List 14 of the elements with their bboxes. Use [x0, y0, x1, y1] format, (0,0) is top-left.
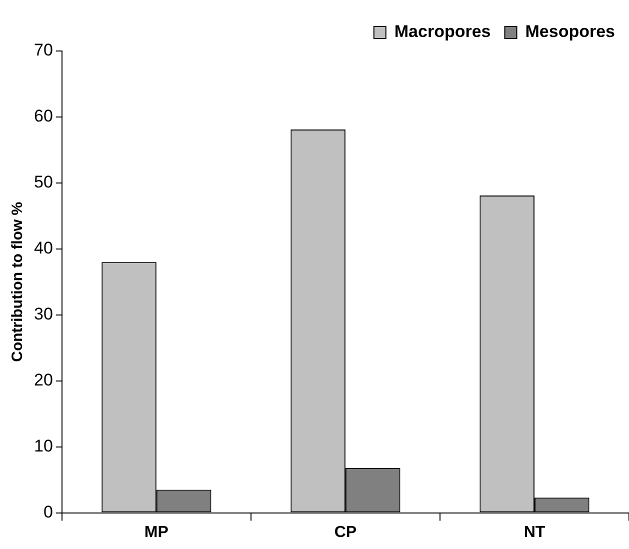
y-tick-label: 20 — [34, 370, 53, 390]
y-tick-label: 30 — [34, 304, 53, 324]
y-tick-label: 10 — [34, 436, 53, 456]
y-tick-label: 40 — [34, 238, 53, 258]
y-tick-label: 70 — [34, 40, 53, 60]
y-tick-label: 0 — [43, 502, 53, 522]
x-tick-label: MP — [144, 524, 169, 541]
x-tick-label: NT — [524, 524, 546, 541]
legend-label: Mesopores — [525, 22, 615, 42]
y-tick-label: 60 — [34, 106, 53, 126]
legend-label: Macropores — [394, 22, 491, 42]
y-axis-title: Contribution to flow % — [9, 202, 26, 362]
x-tick-label: CP — [334, 524, 357, 541]
y-tick-label: 50 — [34, 172, 53, 192]
